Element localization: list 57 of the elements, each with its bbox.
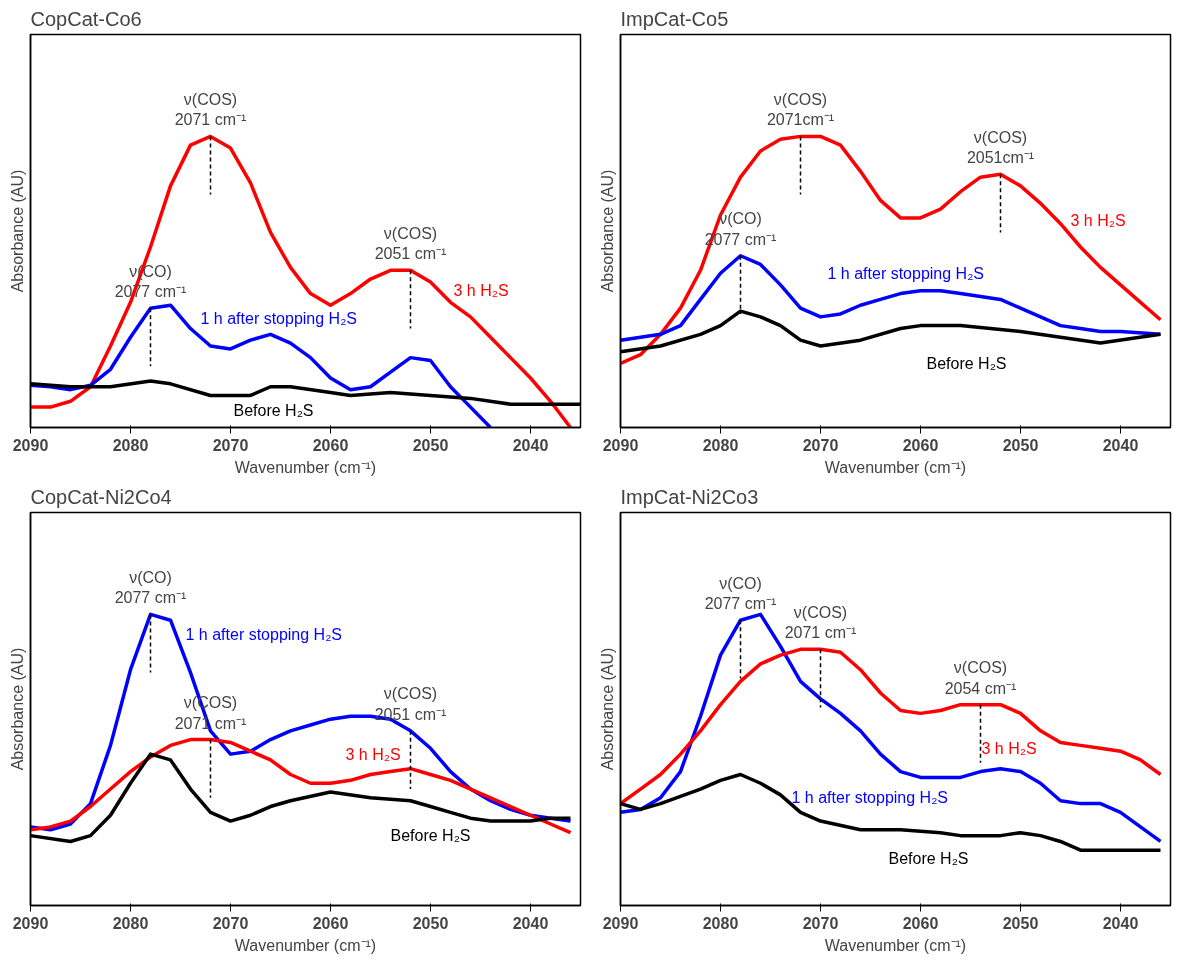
x-tick-label: 2050: [1002, 436, 1039, 454]
y-axis-title: Absorbance (AU): [8, 647, 26, 771]
chart-title: CopCat-Ni2Co4: [30, 485, 172, 508]
x-tick-label: 2040: [1102, 436, 1139, 454]
annotation: ν(COS) 2051 cm⁻¹: [374, 685, 447, 723]
annotation: ν(CO) 2077 cm⁻¹: [704, 574, 777, 613]
x-tick-label: 2080: [702, 436, 739, 454]
y-axis-title: Absorbance (AU): [598, 169, 616, 293]
annotation: ν(COS) 2054 cm⁻¹: [944, 659, 1017, 697]
y-axis-title: Absorbance (AU): [598, 647, 616, 771]
x-axis-title: Wavenumber (cm⁻¹): [824, 936, 967, 954]
x-tick-label: 2050: [412, 914, 449, 932]
x-tick-label: 2040: [512, 436, 549, 454]
annotation: ν(COS) 2071 cm⁻¹: [784, 603, 857, 642]
x-axis-title: Wavenumber (cm⁻¹): [234, 936, 377, 954]
x-tick-label: 2080: [702, 914, 739, 932]
series-label: 1 h after stopping H₂S: [200, 309, 358, 327]
annotation: ν(COS) 2071 cm⁻¹: [174, 90, 247, 129]
x-axis-title: Wavenumber (cm⁻¹): [824, 458, 967, 476]
series-label: 3 h H₂S: [453, 282, 509, 300]
series-label: 3 h H₂S: [1070, 212, 1126, 230]
annotation: ν(COS) 2071cm⁻¹: [766, 90, 835, 129]
chart-title: ImpCat-Co5: [620, 7, 729, 30]
x-tick-label: 2060: [902, 914, 939, 932]
chart-title: ImpCat-Ni2Co3: [620, 485, 759, 508]
x-tick-label: 2070: [212, 914, 249, 932]
x-tick-label: 2050: [412, 436, 449, 454]
x-tick-label: 2090: [12, 436, 49, 454]
x-tick-label: 2060: [312, 914, 349, 932]
x-axis-title: Wavenumber (cm⁻¹): [234, 458, 377, 476]
x-tick-label: 2070: [802, 914, 839, 932]
series-label: Before H₂S: [888, 850, 969, 868]
x-tick-label: 2060: [902, 436, 939, 454]
series-label: 3 h H₂S: [981, 739, 1037, 757]
series-label: Before H₂S: [926, 354, 1007, 372]
x-tick-label: 2090: [602, 436, 639, 454]
annotation: ν(COS) 2051 cm⁻¹: [374, 224, 447, 263]
x-tick-label: 2070: [802, 436, 839, 454]
x-tick-label: 2040: [1102, 914, 1139, 932]
series-label: Before H₂S: [233, 401, 314, 419]
annotation: ν(CO) 2077 cm⁻¹: [114, 568, 187, 607]
x-tick-label: 2040: [512, 914, 549, 932]
x-tick-label: 2080: [112, 436, 149, 454]
x-tick-label: 2080: [112, 914, 149, 932]
series-label: 1 h after stopping H₂S: [827, 264, 985, 282]
annotation: ν(COS) 2051cm⁻¹: [966, 128, 1035, 167]
y-axis-title: Absorbance (AU): [8, 169, 26, 293]
x-tick-label: 2050: [1002, 914, 1039, 932]
chart-title: CopCat-Co6: [30, 7, 142, 30]
x-tick-label: 2060: [312, 436, 349, 454]
series-label: 1 h after stopping H₂S: [791, 789, 949, 807]
x-tick-label: 2070: [212, 436, 249, 454]
x-tick-label: 2090: [602, 914, 639, 932]
series-label: 3 h H₂S: [345, 745, 401, 763]
series-label: 1 h after stopping H₂S: [185, 626, 343, 644]
x-tick-label: 2090: [12, 914, 49, 932]
series-label: Before H₂S: [390, 827, 471, 845]
